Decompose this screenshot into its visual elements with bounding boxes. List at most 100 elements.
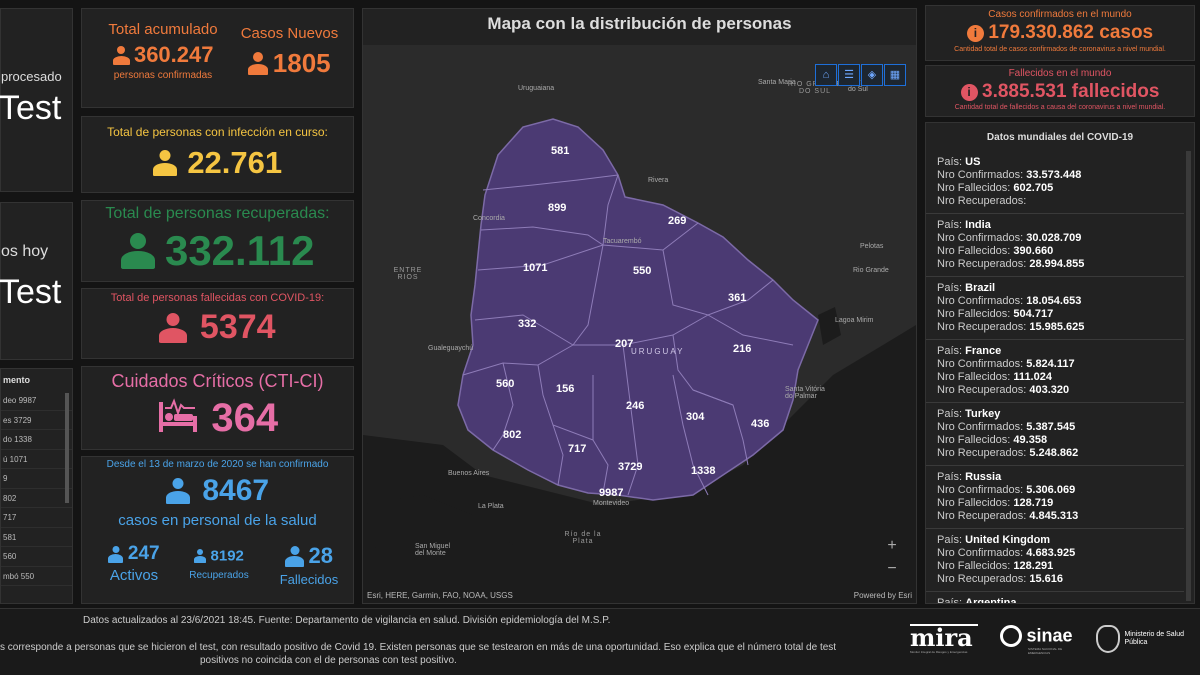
department-value-r-o-negro[interactable]: 332: [518, 318, 537, 330]
country-rec-value: 15.616: [1029, 573, 1063, 585]
country-item[interactable]: País: Turkey Nro Confirmados: 5.387.545 Nr…: [926, 403, 1184, 466]
left-partial-row[interactable]: 9: [1, 469, 72, 489]
department-value-rivera[interactable]: 269: [668, 215, 687, 227]
list-scrollbar[interactable]: [1186, 151, 1191, 601]
left-partial-panel-top: procesado Test: [0, 8, 73, 192]
country-item[interactable]: País: ArgentinaNro Confirmados: 4.298.78…: [926, 592, 1184, 603]
layers-icon[interactable]: ◈: [861, 64, 883, 86]
city-label: Santa Maria: [758, 79, 796, 86]
en-curso-label: Total de personas con infección en curso…: [107, 125, 328, 139]
country-item[interactable]: País: India Nro Confirmados: 30.028.709 Nr…: [926, 214, 1184, 277]
country-pais-value: Turkey: [965, 408, 1001, 420]
department-value-canelones[interactable]: 3729: [618, 461, 643, 473]
department-value-rocha[interactable]: 436: [751, 418, 770, 430]
country-pais-value: US: [965, 156, 981, 168]
department-value-lavalleja[interactable]: 304: [686, 411, 705, 423]
footer-note: s corresponde a personas que se hicieron…: [0, 642, 837, 653]
total-acumulado-panel: Total acumulado 360.247 personas confirm…: [81, 8, 354, 108]
field-label: Nro Recuperados:: [937, 573, 1027, 585]
country-fall-value: 128.719: [1013, 497, 1054, 509]
left-partial-row[interactable]: do 1338: [1, 430, 72, 450]
salud-recuperados-value: 8192: [210, 547, 244, 565]
field-label: Nro Recuperados:: [937, 384, 1027, 396]
left-partial-list-rows[interactable]: deo 9987 es 3729 do 1338 ú 1071 9 802 717 581 56…: [1, 391, 72, 586]
field-label: Nro Recuperados:: [937, 447, 1027, 459]
country-list[interactable]: País: US Nro Confirmados: 33.573.448 Nro F…: [926, 151, 1184, 603]
home-icon[interactable]: ⌂: [815, 64, 837, 86]
department-value-durazno[interactable]: 207: [615, 338, 634, 350]
left-partial-panel-mid: os hoy Test: [0, 202, 73, 360]
city-label: Gualeguaychú: [428, 345, 474, 352]
sinae-logo-text: sinae: [1026, 625, 1073, 646]
department-value-artigas[interactable]: 581: [551, 145, 570, 157]
city-label: Rivera: [648, 177, 669, 184]
field-label: País:: [937, 282, 963, 294]
department-value-flores[interactable]: 156: [556, 383, 575, 395]
salud-activos-value: 247: [127, 543, 160, 564]
left-partial-row[interactable]: deo 9987: [1, 391, 72, 411]
left-partial-row[interactable]: mbó 550: [1, 567, 72, 586]
country-item[interactable]: País: France Nro Confirmados: 5.824.117 Nr…: [926, 340, 1184, 403]
left-partial-label: os hoy: [1, 243, 49, 260]
field-label: País:: [937, 534, 963, 546]
field-label: Nro Confirmados:: [937, 358, 1024, 370]
map-svg: [363, 45, 916, 603]
map-view[interactable]: RIO GRANDE DO SUL ENTRE RIOS Río de la P…: [363, 45, 916, 603]
city-label: Santa Vitória do Palmar: [785, 386, 825, 400]
field-label: País:: [937, 408, 963, 420]
country-item[interactable]: País: United Kingdom Nro Confirmados: 4.6…: [926, 529, 1184, 592]
zoom-in-button[interactable]: +: [887, 537, 897, 554]
person-icon: [248, 52, 269, 75]
left-partial-big-text: Test: [0, 273, 62, 311]
department-value-cerro-largo[interactable]: 361: [728, 292, 747, 304]
left-partial-row[interactable]: 802: [1, 489, 72, 508]
left-scrollbar[interactable]: [65, 393, 69, 503]
salud-fallecidos-value: 28: [308, 543, 333, 568]
footer-updated: Datos actualizados al 23/6/2021 18:45. F…: [83, 615, 611, 626]
country-item[interactable]: País: Russia Nro Confirmados: 5.306.069 Nr…: [926, 466, 1184, 529]
field-label: Nro Confirmados:: [937, 295, 1024, 307]
left-partial-list: mento deo 9987 es 3729 do 1338 ú 1071 9 802 71…: [0, 368, 73, 604]
country-item[interactable]: País: Brazil Nro Confirmados: 18.054.653 N…: [926, 277, 1184, 340]
datos-mundiales-title: Datos mundiales del COVID-19: [986, 132, 1134, 143]
department-value-san-jos-[interactable]: 717: [568, 443, 587, 455]
field-label: Nro Recuperados:: [937, 510, 1027, 522]
basemap-gallery-icon[interactable]: ▦: [884, 64, 906, 86]
country-item[interactable]: País: US Nro Confirmados: 33.573.448 Nro F…: [926, 151, 1184, 214]
field-label: País:: [937, 219, 963, 231]
department-value-montevideo[interactable]: 9987: [599, 487, 624, 499]
department-value-florida[interactable]: 246: [626, 400, 645, 412]
department-value-maldonado[interactable]: 1338: [691, 465, 716, 477]
field-label: Nro Recuperados:: [937, 195, 1027, 207]
department-value-treinta-y-tres[interactable]: 216: [733, 343, 752, 355]
total-acumulado-label: Total acumulado: [108, 21, 218, 38]
recuperadas-label: Total de personas recuperadas:: [105, 205, 330, 222]
department-value-colonia[interactable]: 802: [503, 429, 522, 441]
left-partial-list-title: mento: [3, 375, 30, 385]
field-label: Nro Fallecidos:: [937, 434, 1011, 446]
country-conf-value: 5.824.117: [1026, 358, 1075, 370]
total-acumulado-sub: personas confirmadas: [113, 70, 213, 81]
left-partial-row[interactable]: 560: [1, 547, 72, 567]
map-powered-by: Powered by Esri: [853, 591, 912, 600]
department-value-tacuaremb-[interactable]: 550: [633, 265, 652, 277]
salud-fallecidos: 28 Fallecidos: [272, 543, 346, 587]
department-value-paysand-[interactable]: 1071: [523, 262, 548, 274]
department-value-soriano[interactable]: 560: [496, 378, 515, 390]
left-partial-row[interactable]: es 3729: [1, 411, 72, 430]
department-value-salto[interactable]: 899: [548, 202, 567, 214]
cti-value: 364: [211, 396, 279, 440]
person-icon: [165, 478, 190, 504]
salud-recuperados: 8192 Recuperados: [182, 547, 256, 581]
mundo-fallecidos-panel: Fallecidos en el mundo i 3.885.531 falle…: [925, 65, 1195, 117]
zoom-out-button[interactable]: −: [887, 560, 897, 577]
left-partial-row[interactable]: 581: [1, 528, 72, 547]
country-conf-value: 33.573.448: [1026, 169, 1082, 181]
field-label: País:: [937, 471, 963, 483]
left-partial-row[interactable]: ú 1071: [1, 450, 72, 469]
legend-list-icon[interactable]: ☰: [838, 64, 860, 86]
info-icon: i: [960, 83, 978, 101]
salud-activos: 247 Activos: [94, 543, 174, 584]
left-partial-row[interactable]: 717: [1, 508, 72, 528]
person-icon: [120, 233, 155, 269]
